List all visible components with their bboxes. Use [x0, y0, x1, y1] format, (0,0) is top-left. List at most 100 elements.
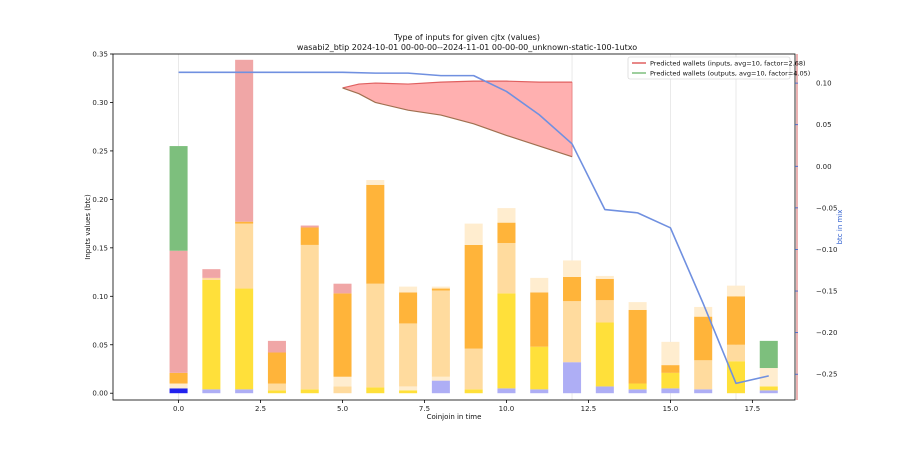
x-tick-5: 12.5 [581, 400, 597, 413]
bar-11-segment-1 [530, 346, 549, 390]
bar-0-segment-3 [169, 250, 188, 373]
x-tick-label-1: 2.5 [255, 405, 266, 413]
bar-17-segment-3 [726, 285, 745, 297]
bar-16-segment-2 [694, 316, 713, 361]
y2-tick-4: −0.10 [795, 246, 837, 254]
bar-8-segment-0 [431, 380, 450, 394]
x-tick-6: 15.0 [663, 400, 679, 413]
bar-16-segment-0 [694, 389, 713, 394]
bar-13-segment-2 [595, 300, 614, 323]
bar-15-segment-3 [661, 341, 680, 366]
bar-14-segment-3 [628, 302, 647, 310]
y-axis-label: Inputs values (btc) [84, 194, 92, 260]
bars [169, 59, 778, 394]
y2-tick-6: −0.20 [795, 329, 837, 337]
bar-4-segment-0 [300, 389, 319, 394]
bar-0-segment-0 [169, 388, 188, 394]
bar-8-segment-2 [431, 290, 450, 377]
y-tick-0: 0.00 [92, 390, 113, 398]
legend: Predicted wallets (inputs, avg=10, facto… [627, 56, 810, 80]
bar-5-segment-3 [333, 283, 352, 294]
x-tick-1: 2.5 [255, 400, 266, 413]
bar-11-segment-2 [530, 292, 549, 347]
bar-0-segment-1 [169, 383, 188, 389]
bar-5-segment-1 [333, 376, 352, 387]
bar-2-segment-0 [235, 389, 254, 394]
bar-4-segment-3 [300, 225, 319, 228]
y-tick-3: 0.15 [92, 244, 113, 252]
legend-label-inputs: Predicted wallets (inputs, avg=10, facto… [650, 60, 806, 68]
bar-5-segment-0 [333, 386, 352, 394]
y2-tick-label-6: −0.20 [816, 329, 837, 337]
y-tick-label-3: 0.15 [92, 244, 108, 252]
x-tick-label-2: 5.0 [337, 405, 348, 413]
y-tick-5: 0.25 [92, 147, 113, 155]
bar-9-segment-0 [464, 389, 483, 394]
bar-7-segment-4 [399, 286, 418, 293]
bar-13-segment-3 [595, 278, 614, 301]
y-tick-label-1: 0.05 [92, 341, 108, 349]
bar-12-segment-1 [563, 301, 582, 363]
bar-14-segment-1 [628, 383, 647, 390]
legend-box [627, 56, 791, 80]
bar-6-segment-1 [366, 283, 385, 388]
bar-18-segment-0 [759, 390, 778, 394]
y2-tick-label-0: 0.10 [816, 80, 832, 88]
x-tick-label-3: 7.5 [419, 405, 430, 413]
bar-14-segment-2 [628, 309, 647, 384]
y2-tick-2: 0.00 [795, 163, 832, 171]
bar-12-segment-3 [563, 260, 582, 277]
y2-tick-0: 0.10 [795, 80, 832, 88]
bar-17-segment-2 [726, 296, 745, 345]
bar-15-segment-1 [661, 372, 680, 389]
bar-4-segment-1 [300, 244, 319, 390]
chart-subtitle: wasabi2_btip 2024-10-01 00-00-00--2024-1… [297, 43, 637, 52]
bar-11-segment-0 [530, 389, 549, 394]
bar-1-segment-2 [202, 277, 221, 280]
predicted-region [342, 80, 573, 158]
x-tick-label-6: 15.0 [663, 405, 679, 413]
y-tick-6: 0.30 [92, 99, 113, 107]
bar-16-segment-3 [694, 306, 713, 317]
y2-tick-label-4: −0.10 [816, 246, 837, 254]
legend-label-outputs: Predicted wallets (outputs, avg=10, fact… [650, 70, 810, 78]
bar-0-segment-4 [169, 146, 188, 251]
y-tick-label-2: 0.10 [92, 293, 108, 301]
bar-10-segment-0 [497, 388, 516, 394]
bar-6-segment-2 [366, 184, 385, 284]
x-tick-label-7: 17.5 [745, 405, 761, 413]
y2-tick-label-1: 0.05 [816, 121, 832, 129]
y-axis-ticks: 0.00 0.05 0.10 0.15 0.20 0.25 0.30 0.35 [92, 51, 113, 398]
bar-1-segment-0 [202, 389, 221, 394]
predicted-region-lower-line [342, 87, 573, 158]
bar-7-segment-3 [399, 292, 418, 324]
y2-tick-5: −0.15 [795, 288, 837, 296]
bar-0-segment-2 [169, 372, 188, 384]
x-tick-label-4: 10.0 [499, 405, 515, 413]
bar-1-segment-3 [202, 269, 221, 278]
bar-10-segment-4 [497, 208, 516, 223]
y-tick-label-6: 0.30 [92, 99, 108, 107]
bar-10-segment-1 [497, 293, 516, 389]
y-tick-label-0: 0.00 [92, 390, 108, 398]
bar-13-segment-1 [595, 322, 614, 387]
y2-tick-7: −0.25 [795, 371, 837, 379]
y-tick-label-5: 0.25 [92, 147, 108, 155]
bar-2-segment-1 [235, 288, 254, 390]
x-tick-2: 5.0 [337, 400, 348, 413]
bar-3-segment-1 [267, 383, 286, 391]
bar-15-segment-0 [661, 388, 680, 394]
bar-6-segment-3 [366, 179, 385, 185]
bar-14-segment-0 [628, 389, 647, 394]
bar-8-segment-1 [431, 376, 450, 381]
btc-in-mix-series [178, 71, 769, 385]
bar-12-segment-2 [563, 276, 582, 302]
y2-tick-label-2: 0.00 [816, 163, 832, 171]
y2-tick-label-3: −0.05 [816, 204, 837, 212]
y-tick-label-7: 0.35 [92, 51, 108, 59]
x-tick-3: 7.5 [419, 400, 430, 413]
predicted-region-upper-line [342, 80, 573, 89]
y-tick-4: 0.20 [92, 196, 113, 204]
x-tick-label-5: 12.5 [581, 405, 597, 413]
bar-18-segment-3 [759, 340, 778, 369]
